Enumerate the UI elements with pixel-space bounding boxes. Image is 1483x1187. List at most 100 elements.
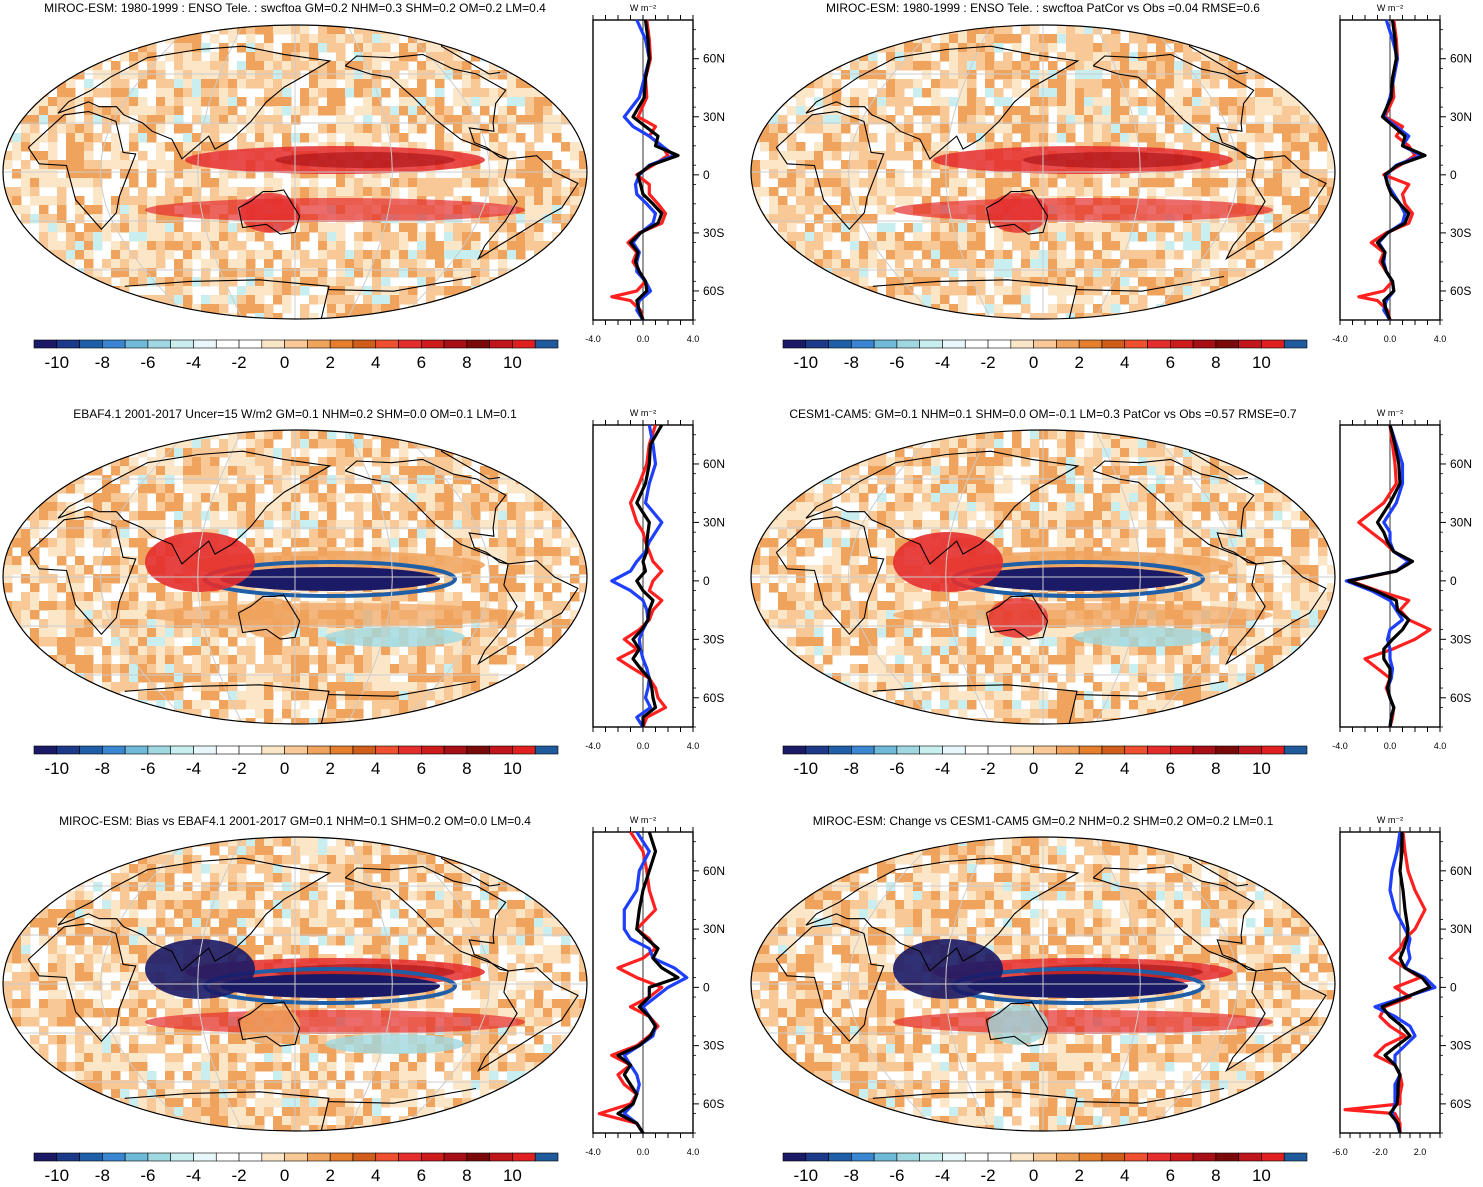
map-cell [507, 484, 517, 494]
map-cell [552, 430, 562, 440]
map-cell [940, 97, 950, 107]
map-cell [1246, 196, 1256, 206]
map-cell [1129, 52, 1139, 62]
map-cell [958, 97, 968, 107]
map-cell [309, 295, 319, 305]
map-cell [904, 196, 914, 206]
map-cell [345, 133, 355, 143]
map-cell [949, 277, 959, 287]
colorbar-swatch [398, 339, 422, 349]
map-cell [84, 610, 94, 620]
map-cell [525, 529, 535, 539]
map-cell [201, 79, 211, 89]
map-cell [1156, 250, 1166, 260]
map-cell [1210, 196, 1220, 206]
map-cell [30, 106, 40, 116]
map-cell [174, 97, 184, 107]
map-cell [958, 304, 968, 314]
map-cell [1156, 178, 1166, 188]
map-cell [3, 187, 13, 197]
map-cell [940, 196, 950, 206]
map-cell [237, 187, 247, 197]
map-cell [3, 241, 13, 251]
map-cell [805, 115, 815, 125]
map-cell [1120, 169, 1130, 179]
map-cell [1228, 106, 1238, 116]
map-cell [480, 88, 490, 98]
map-cell [426, 493, 436, 503]
map-cell [1012, 106, 1022, 116]
map-cell [111, 502, 121, 512]
map-cell [1066, 25, 1076, 35]
map-cell [994, 169, 1004, 179]
map-cell [570, 313, 580, 319]
map-cell [246, 430, 256, 440]
map-cell [1174, 313, 1184, 319]
map-cell [958, 61, 968, 71]
map-cell [868, 70, 878, 80]
map-cell [1228, 43, 1238, 53]
map-cell [579, 565, 587, 575]
map-cell [48, 142, 58, 152]
map-cell [1300, 286, 1310, 296]
map-cell [399, 313, 409, 319]
map-cell [1111, 133, 1121, 143]
map-cell [246, 106, 256, 116]
map-cell [192, 439, 202, 449]
map-cell [760, 295, 770, 305]
map-cell [264, 250, 274, 260]
map-cell [426, 43, 436, 53]
map-cell [489, 475, 499, 485]
map-cell [138, 664, 148, 674]
map-cell [552, 115, 562, 125]
map-cell [309, 682, 319, 692]
map-cell [985, 52, 995, 62]
map-cell [174, 619, 184, 629]
map-cell [1282, 124, 1292, 134]
map-cell [1210, 250, 1220, 260]
map-cell [300, 475, 310, 485]
map-cell [219, 277, 229, 287]
map-cell [12, 61, 22, 71]
map-cell [138, 313, 148, 319]
map-cell [850, 214, 860, 224]
map-cell [1201, 178, 1211, 188]
map-cell [1246, 232, 1256, 242]
colorbar-label: -6 [140, 353, 155, 372]
map-cell [156, 70, 166, 80]
map-cell [1318, 259, 1328, 269]
map-cell [994, 241, 1004, 251]
map-cell [1192, 169, 1202, 179]
map-cell [354, 232, 364, 242]
map-cell [174, 511, 184, 521]
map-cell [399, 268, 409, 278]
map-cell [769, 124, 779, 134]
map-cell [516, 556, 526, 566]
map-cell [525, 439, 535, 449]
map-cell [1246, 25, 1256, 35]
map-cell [1183, 106, 1193, 116]
map-cell [273, 25, 283, 35]
map-cell [507, 520, 517, 530]
map-cell [543, 511, 553, 521]
map-cell [327, 511, 337, 521]
map-cell [129, 583, 139, 593]
map-cell [93, 430, 103, 440]
map-cell [507, 619, 517, 629]
map-cell [453, 637, 463, 647]
map-cell [300, 268, 310, 278]
map-cell [561, 511, 571, 521]
colorbar-label: -8 [844, 353, 859, 372]
map-cell [219, 250, 229, 260]
map-cell [769, 61, 779, 71]
map-cell [183, 151, 193, 161]
map-cell [1282, 133, 1292, 143]
map-cell [84, 241, 94, 251]
map-cell [291, 520, 301, 530]
map-cell [1192, 286, 1202, 296]
map-cell [922, 232, 932, 242]
map-cell [165, 313, 175, 319]
map-cell [462, 673, 472, 683]
map-cell [823, 223, 833, 233]
map-cell [814, 268, 824, 278]
